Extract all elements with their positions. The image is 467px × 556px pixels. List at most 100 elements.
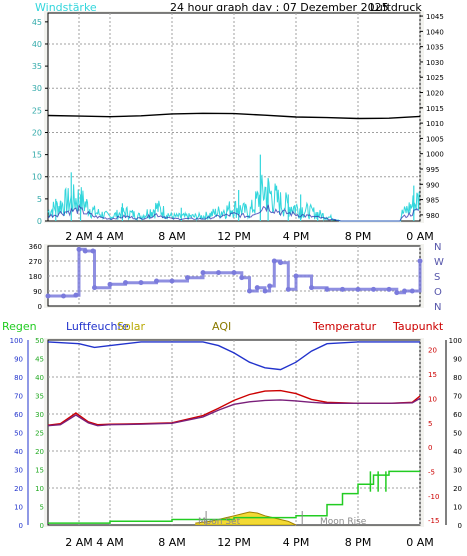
wind-direction-point-34: [417, 258, 423, 264]
p3-left-tick-2: 20: [14, 485, 23, 493]
p3-mid-tick-4: 20: [35, 448, 44, 456]
p3-mid-tick-6: 30: [35, 411, 44, 419]
p2-left-tick-2: 180: [29, 273, 42, 281]
p1-left-tick-6: 30: [32, 84, 42, 93]
p1-right-tick-3: 995: [426, 166, 439, 174]
p1-right-tick-10: 1030: [426, 59, 444, 67]
p3-right-tick-7: 20: [428, 347, 437, 355]
p3-right-tick-4: 5: [428, 420, 432, 428]
wind-direction-point-30: [386, 286, 392, 292]
p3-right-tick-5: 10: [428, 395, 437, 403]
p1-right-tick-0: 980: [426, 212, 439, 220]
wind-direction-point-0: [45, 293, 51, 299]
p1-left-tick-1: 5: [37, 195, 42, 204]
p2-compass-2: S: [434, 272, 440, 283]
p3-left-tick-4: 40: [14, 448, 23, 456]
humidity-line: [47, 341, 420, 371]
p1-xtick-2: 8 AM: [158, 230, 186, 243]
p3-xtick-3: 12 PM: [217, 536, 251, 549]
moon-rise-label: Moon Rise: [320, 517, 367, 527]
p3-left-tick-0: 0: [19, 522, 23, 530]
p2-compass-1: W: [434, 257, 444, 268]
p3-farright-tick-6: 60: [453, 411, 462, 419]
wind-direction-point-10: [154, 278, 159, 284]
moon-set-label: Moon Set: [198, 517, 241, 527]
p3-left-tick-1: 10: [14, 504, 23, 512]
p3-mid-tick-9: 45: [35, 356, 44, 364]
p1-right-tick-6: 1010: [426, 120, 444, 128]
p3-right-tick-1: -10: [428, 493, 439, 501]
p1-left-tick-8: 40: [32, 40, 42, 49]
legend-solar: Solar: [117, 320, 146, 333]
wind-direction-point-6: [92, 285, 97, 291]
p3-left-tick-6: 60: [14, 411, 23, 419]
p1-left-tick-5: 25: [32, 106, 42, 115]
p1-xtick-5: 8 PM: [345, 230, 372, 243]
p3-left-tick-7: 70: [14, 393, 23, 401]
p1-right-tick-9: 1025: [426, 74, 444, 82]
wind-direction-point-23: [285, 286, 291, 292]
wind-average-line: [47, 204, 419, 222]
wind-direction-point-22: [278, 260, 283, 266]
p1-xtick-4: 4 PM: [283, 230, 310, 243]
p1-left-tick-3: 15: [32, 151, 42, 160]
p3-xtick-4: 4 PM: [283, 536, 310, 549]
p1-left-tick-0: 0: [37, 217, 42, 226]
wind-direction-point-7: [107, 281, 113, 287]
p3-mid-tick-7: 35: [35, 393, 44, 401]
wind-direction-point-2: [73, 292, 79, 298]
wind-direction-point-9: [138, 280, 144, 286]
wind-direction-point-29: [371, 286, 376, 292]
header-wind-label: Windstärke: [35, 1, 97, 14]
legend-aqi: AQI: [212, 320, 231, 333]
p3-farright-tick-2: 20: [453, 485, 462, 493]
wind-direction-point-21: [271, 258, 277, 264]
p2-left-tick-4: 360: [29, 243, 42, 251]
p3-left-tick-3: 30: [14, 467, 23, 475]
p1-right-tick-11: 1035: [426, 44, 444, 52]
p1-right-tick-13: 1045: [426, 13, 444, 21]
legend-regen: Regen: [2, 320, 37, 333]
p2-left-tick-1: 90: [33, 288, 42, 296]
p1-xtick-3: 12 PM: [217, 230, 251, 243]
solar-area: [195, 512, 296, 525]
p1-right-tick-4: 1000: [426, 151, 444, 159]
p3-left-tick-10: 100: [10, 337, 23, 345]
wind-pressure-panel: 0510152025303540459809859909951000100510…: [32, 11, 444, 243]
p3-farright-tick-7: 70: [453, 393, 462, 401]
p3-farright-tick-3: 30: [453, 467, 462, 475]
p1-xtick-0: 2 AM: [65, 230, 93, 243]
p3-xtick-1: 4 AM: [96, 536, 124, 549]
wind-direction-point-17: [247, 288, 252, 294]
wind-direction-point-19: [262, 288, 268, 294]
p3-mid-tick-3: 15: [35, 467, 44, 475]
wind-direction-line: [48, 247, 422, 298]
wind-direction-point-18: [254, 285, 260, 291]
p3-mid-tick-1: 5: [40, 504, 44, 512]
wind-direction-point-14: [216, 270, 221, 276]
p1-left-tick-9: 45: [32, 18, 42, 27]
rain-line: [48, 470, 420, 524]
p3-xtick-2: 8 AM: [158, 536, 186, 549]
rain-humidity-temp-panel: 0102030405060708090100051015202530354045…: [10, 337, 462, 549]
p1-right-tick-12: 1040: [426, 28, 444, 36]
p2-compass-3: O: [434, 287, 442, 298]
p3-farright-tick-8: 80: [453, 374, 462, 382]
p1-right-tick-5: 1005: [426, 135, 444, 143]
p3-farright-tick-10: 100: [449, 337, 462, 345]
wind-direction-point-15: [231, 270, 237, 276]
wind-direction-point-27: [340, 286, 345, 292]
header-pressure-label: Luftdruck: [370, 1, 422, 14]
wind-direction-point-25: [309, 285, 314, 291]
p3-mid-tick-0: 0: [40, 522, 44, 530]
wind-direction-point-33: [409, 288, 415, 294]
wind-direction-point-32: [402, 288, 407, 294]
wind-direction-point-20: [267, 283, 273, 289]
wind-direction-point-13: [200, 270, 206, 276]
wind-direction-point-4: [82, 248, 88, 254]
p3-xtick-0: 2 AM: [65, 536, 93, 549]
wind-direction-point-1: [61, 293, 66, 299]
p2-left-tick-0: 0: [38, 303, 42, 311]
